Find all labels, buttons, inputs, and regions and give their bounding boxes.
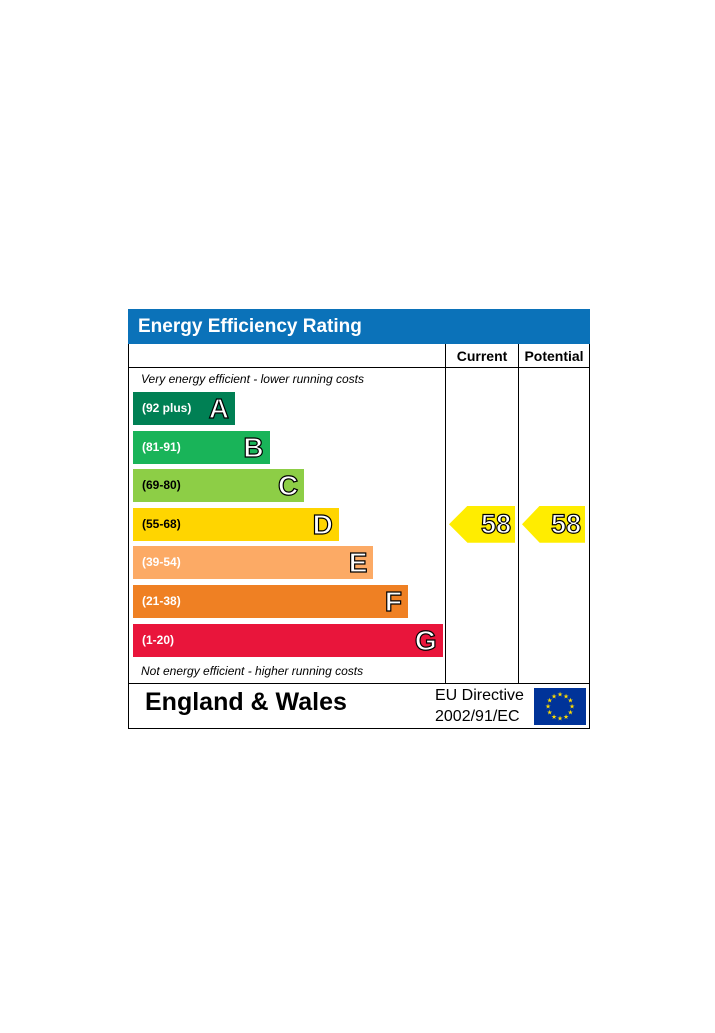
band-b: (81-91) B <box>133 430 270 464</box>
directive-line-2: 2002/91/EC <box>435 708 520 725</box>
band-f: (21-38) F <box>133 585 408 618</box>
band-c-range: (69-80) <box>142 478 181 493</box>
band-c: (69-80) C <box>133 469 305 503</box>
band-e-range: (39-54) <box>142 555 181 570</box>
band-a-range: (92 plus) <box>142 401 192 415</box>
eu-star-icon: ★ <box>563 692 569 700</box>
band-f-letter: F <box>384 585 402 617</box>
bottom-note: Not energy efficient - higher running co… <box>141 664 364 678</box>
current-column-header: Current <box>456 348 508 364</box>
eu-star-icon: ★ <box>547 709 553 717</box>
eu-star-icon: ★ <box>567 697 573 705</box>
potential-rating-arrow: 58 <box>522 505 585 543</box>
eu-star-icon: ★ <box>551 692 557 700</box>
top-note: Very energy efficient - lower running co… <box>141 372 364 386</box>
country-label: England & Wales <box>145 688 347 716</box>
band-g: (1-20) G <box>133 623 443 657</box>
current-rating-value: 58 <box>480 508 511 539</box>
band-d: (55-68) D <box>133 507 339 541</box>
potential-column-divider <box>518 344 519 684</box>
band-d-letter: D <box>312 508 333 540</box>
current-column-divider <box>445 344 446 684</box>
eu-flag-icon: ★ ★★★★★★★★★★★ <box>534 688 586 725</box>
eu-star-icon: ★ <box>557 691 563 699</box>
potential-column-header: Potential <box>524 348 584 364</box>
chart-title: Energy Efficiency Rating <box>128 309 590 344</box>
band-d-range: (55-68) <box>142 516 181 531</box>
header-divider <box>129 367 589 368</box>
band-a: (92 plus) A <box>133 392 235 425</box>
eu-star-icon: ★ <box>563 713 569 721</box>
band-b-letter: B <box>243 431 264 463</box>
eu-star-icon: ★ <box>545 703 551 711</box>
band-c-letter: C <box>277 470 299 502</box>
eu-star-icon: ★ <box>569 703 575 711</box>
footer-divider <box>129 683 589 684</box>
eu-star-icon: ★ <box>567 709 573 717</box>
directive-label: EU Directive 2002/91/EC <box>435 685 524 727</box>
energy-efficiency-chart: Energy Efficiency Rating Current Potenti… <box>128 309 590 729</box>
current-rating-arrow: 58 <box>449 505 515 543</box>
potential-rating-value: 58 <box>550 508 581 539</box>
cut-off-caption-fragment <box>130 729 590 734</box>
band-g-letter: G <box>414 624 437 656</box>
band-a-letter: A <box>208 392 229 424</box>
band-b-range: (81-91) <box>142 439 181 454</box>
eu-star-icon: ★ <box>557 715 563 723</box>
band-f-range: (21-38) <box>142 594 181 608</box>
band-e-letter: E <box>348 547 368 579</box>
directive-line-1: EU Directive <box>435 687 524 704</box>
eu-star-icon: ★ <box>547 697 553 705</box>
band-g-range: (1-20) <box>142 632 175 647</box>
band-e: (39-54) E <box>133 546 374 580</box>
eu-star-icon: ★ <box>551 713 557 721</box>
